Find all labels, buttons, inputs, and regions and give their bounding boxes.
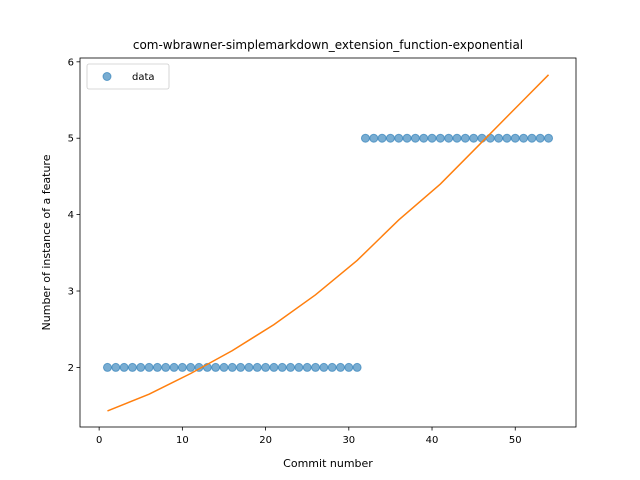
y-tick-label: 4 <box>68 210 74 221</box>
data-point <box>494 133 504 143</box>
data-point <box>519 133 529 143</box>
data-point <box>144 362 154 372</box>
chart-marks <box>102 74 554 412</box>
legend-box <box>86 63 170 90</box>
data-point <box>252 362 262 372</box>
x-tick-label: 20 <box>259 435 272 446</box>
data-point <box>186 362 196 372</box>
data-point <box>294 362 304 372</box>
data-point <box>394 133 404 143</box>
data-point <box>152 362 162 372</box>
data-point <box>360 133 370 143</box>
data-point <box>327 362 337 372</box>
data-point <box>527 133 537 143</box>
data-point <box>177 362 187 372</box>
data-point <box>419 133 429 143</box>
data-point <box>410 133 420 143</box>
data-point <box>452 133 462 143</box>
y-tick-label: 6 <box>68 57 74 68</box>
x-tick-label: 30 <box>342 435 355 446</box>
data-point <box>369 133 379 143</box>
data-point <box>227 362 237 372</box>
data-point <box>460 133 470 143</box>
data-point <box>277 362 287 372</box>
axes-frame <box>79 57 577 428</box>
data-point <box>169 362 179 372</box>
data-point <box>136 362 146 372</box>
data-point <box>269 362 279 372</box>
x-tick-label: 0 <box>96 435 102 446</box>
data-point <box>211 362 221 372</box>
legend-label: data <box>132 72 155 83</box>
x-tick-label: 10 <box>176 435 189 446</box>
data-point <box>435 133 445 143</box>
data-point <box>319 362 329 372</box>
data-point <box>161 362 171 372</box>
data-point <box>111 362 121 372</box>
data-point <box>402 133 412 143</box>
y-axis-label: Number of instance of a feature <box>40 154 53 330</box>
data-point <box>219 362 229 372</box>
data-point <box>302 362 312 372</box>
data-point <box>244 362 254 372</box>
y-tick-label: 2 <box>68 363 74 374</box>
data-point <box>469 133 479 143</box>
data-point <box>352 362 362 372</box>
data-point <box>444 133 454 143</box>
data-point <box>286 362 296 372</box>
legend: data <box>86 63 170 90</box>
data-point <box>544 133 554 143</box>
data-point <box>127 362 137 372</box>
data-point <box>510 133 520 143</box>
data-point <box>535 133 545 143</box>
data-point <box>385 133 395 143</box>
y-tick-label: 3 <box>68 287 74 298</box>
data-point <box>335 362 345 372</box>
legend-marker <box>102 72 112 81</box>
data-point <box>427 133 437 143</box>
axis-ticks: 0 10 20 30 40 50 2 3 4 5 6 <box>68 57 522 446</box>
data-point <box>102 362 112 372</box>
x-tick-label: 50 <box>509 435 522 446</box>
x-axis-label: Commit number <box>283 457 373 470</box>
data-point <box>236 362 246 372</box>
data-point <box>261 362 271 372</box>
data-point <box>502 133 512 143</box>
y-tick-label: 5 <box>68 134 74 145</box>
data-point <box>344 362 354 372</box>
data-point <box>119 362 129 372</box>
data-point <box>311 362 321 372</box>
x-tick-label: 40 <box>426 435 439 446</box>
chart-title: com-wbrawner-simplemarkdown_extension_fu… <box>133 38 523 52</box>
data-point <box>377 133 387 143</box>
fit-line <box>107 74 550 412</box>
